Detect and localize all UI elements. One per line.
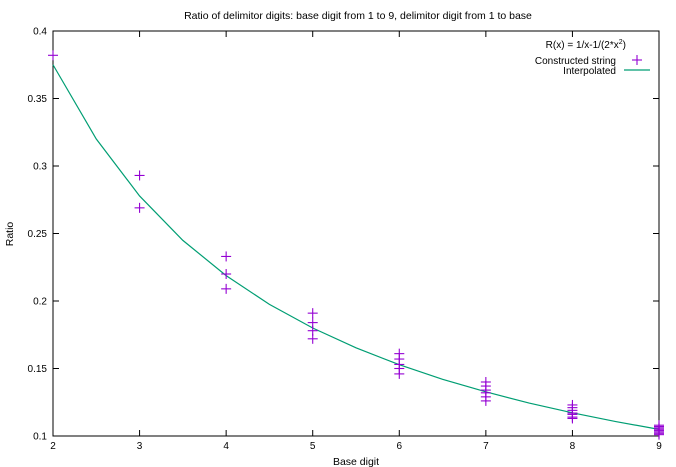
- legend-formula: R(x) = 1/x-1/(2*x2): [546, 39, 626, 51]
- data-point: [307, 333, 318, 344]
- x-tick-label: 5: [310, 441, 316, 452]
- legend-marker-plus: [632, 55, 642, 65]
- legend-label-constructed-string: Constructed string: [535, 56, 616, 67]
- y-tick-label: 0.4: [33, 27, 47, 38]
- data-point: [221, 283, 232, 294]
- data-point: [394, 368, 405, 379]
- x-tick-label: 7: [483, 441, 489, 452]
- y-tick-label: 0.3: [33, 162, 47, 173]
- chart-title: Ratio of delimitor digits: base digit fr…: [184, 10, 532, 22]
- x-tick-label: 8: [570, 441, 576, 452]
- data-point: [221, 269, 232, 279]
- legend-label-interpolated: Interpolated: [563, 66, 616, 77]
- data-point: [567, 413, 578, 424]
- x-axis-label: Base digit: [333, 456, 379, 467]
- x-tick-label: 6: [397, 441, 403, 452]
- axis-ticks: [52, 30, 660, 437]
- data-point: [221, 251, 232, 262]
- axis-tick-labels: 2 3 4 5 6 7 8 9 0.1 0.15 0.2 0.25 0.3 0.35 0.4: [28, 27, 663, 453]
- plot-frame: [52, 30, 660, 437]
- x-tick-label: 2: [50, 441, 56, 452]
- x-tick-label: 9: [656, 441, 662, 452]
- y-tick-label: 0.15: [28, 364, 48, 375]
- x-tick-label: 4: [223, 441, 229, 452]
- y-axis-label: Ratio: [4, 222, 16, 247]
- data-point: [48, 50, 58, 61]
- x-tick-label: 3: [137, 441, 143, 452]
- legend-formula-suffix: ): [623, 40, 626, 51]
- data-point: [654, 429, 664, 440]
- y-tick-label: 0.25: [28, 229, 48, 240]
- data-point: [307, 308, 318, 319]
- data-point: [480, 395, 491, 406]
- data-point: [134, 202, 145, 213]
- legend-formula-prefix: R(x) = 1/x-1/(2*x: [546, 40, 619, 51]
- legend: R(x) = 1/x-1/(2*x2) Constructed string I…: [535, 39, 650, 77]
- data-point: [134, 170, 145, 181]
- legend-formula-exponent: 2: [619, 39, 623, 46]
- plot-border: [52, 30, 660, 437]
- y-tick-label: 0.35: [28, 94, 48, 105]
- constructed-string-markers: [48, 50, 664, 440]
- interpolated-curve: [52, 64, 660, 430]
- y-tick-label: 0.2: [33, 297, 47, 308]
- y-tick-label: 0.1: [33, 432, 47, 443]
